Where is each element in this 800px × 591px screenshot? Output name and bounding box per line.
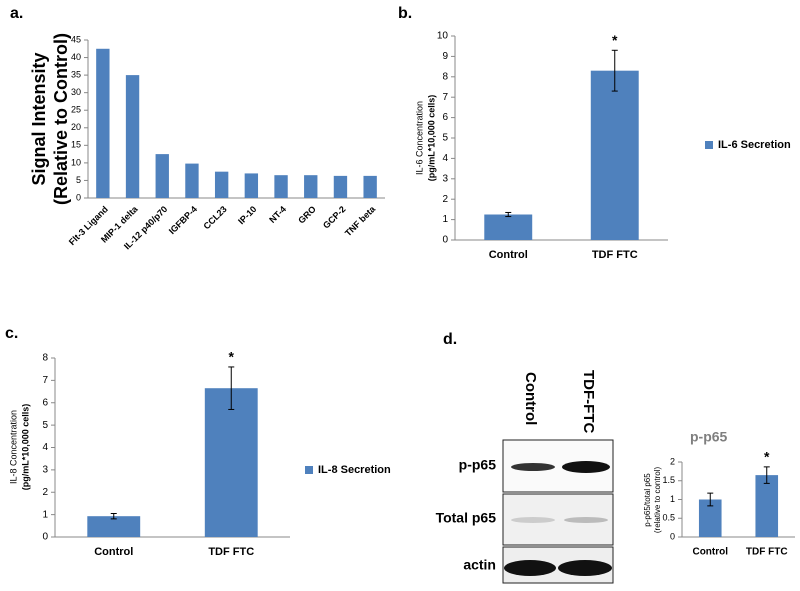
- bar: [155, 154, 169, 198]
- y-tick-label: 6: [442, 112, 448, 123]
- y-tick-label: 2: [42, 487, 48, 498]
- y-tick-label: 2: [442, 194, 448, 205]
- panel-label: d.: [443, 331, 457, 348]
- row-label: p-p65: [459, 457, 497, 473]
- bar: [125, 75, 140, 198]
- y-tick-label: 3: [42, 465, 48, 476]
- western-blot: d. Control TDF-FTC p-p65 Total p65 actin: [436, 331, 614, 584]
- band: [511, 463, 555, 471]
- bar: [274, 175, 288, 198]
- y-tick-label: 4: [42, 442, 48, 453]
- x-tick-label: Control: [94, 546, 133, 558]
- legend-swatch: [305, 466, 313, 474]
- bar: [204, 388, 258, 537]
- panel-label: a.: [10, 5, 23, 22]
- column-label: TDF-FTC: [580, 370, 597, 433]
- bar: [484, 214, 533, 240]
- y-axis-label: Signal Intensity: [29, 52, 49, 185]
- bar: [304, 175, 318, 198]
- bar: [244, 173, 259, 198]
- band: [558, 560, 612, 576]
- y-axis-label: (pg/mL*10,000 cells): [20, 404, 30, 491]
- significance-marker: *: [612, 32, 618, 48]
- y-tick-label: 0.5: [662, 513, 675, 523]
- y-tick-label: 25: [71, 105, 81, 115]
- bar: [333, 175, 348, 198]
- y-tick-label: 6: [42, 397, 48, 408]
- bar: [363, 175, 377, 198]
- x-tick-label: TDF FTC: [746, 547, 788, 558]
- significance-marker: *: [229, 349, 235, 365]
- y-axis-label: (relative to control): [653, 467, 662, 534]
- x-tick-label: Control: [489, 249, 528, 261]
- bar: [755, 475, 779, 537]
- row-label: actin: [463, 557, 496, 573]
- y-tick-label: 30: [71, 87, 81, 97]
- x-tick-label: Control: [692, 547, 728, 558]
- column-label: Control: [522, 372, 539, 425]
- x-tick-label: IGFBP-4: [167, 204, 199, 236]
- y-tick-label: 5: [42, 420, 48, 431]
- bar: [96, 48, 110, 199]
- x-tick-label: GCP-2: [321, 204, 348, 231]
- legend-label: IL-8 Secretion: [318, 464, 391, 476]
- y-tick-label: 8: [42, 353, 48, 364]
- y-axis-label: (Relative to Control): [51, 33, 71, 205]
- y-tick-label: 1: [42, 509, 48, 520]
- y-tick-label: 10: [437, 31, 449, 42]
- y-tick-label: 0: [42, 532, 48, 543]
- panel-label: c.: [5, 325, 18, 342]
- y-tick-label: 7: [42, 375, 48, 386]
- x-tick-label: TDF FTC: [592, 249, 638, 261]
- band: [562, 461, 610, 473]
- band: [564, 517, 608, 523]
- panel-label: b.: [398, 5, 412, 22]
- bar: [214, 171, 229, 198]
- y-axis-label: (pg/mL*10,000 cells): [426, 95, 436, 182]
- bar: [590, 70, 639, 241]
- y-tick-label: 0: [442, 235, 448, 246]
- chart-title: p-p65: [690, 429, 728, 445]
- band: [504, 560, 556, 576]
- legend-label: IL-6 Secretion: [718, 139, 791, 151]
- y-tick-label: 1: [442, 214, 448, 225]
- y-tick-label: 5: [442, 133, 448, 144]
- y-tick-label: 35: [71, 69, 81, 79]
- y-tick-label: 20: [71, 122, 81, 132]
- band: [511, 517, 555, 523]
- x-tick-label: TNF beta: [343, 203, 378, 238]
- x-tick-label: TDF FTC: [208, 546, 254, 558]
- y-tick-label: 40: [71, 52, 81, 62]
- y-tick-label: 5: [76, 175, 81, 185]
- y-tick-label: 0: [76, 192, 81, 202]
- y-tick-label: 2: [670, 456, 675, 466]
- x-tick-label: IP-10: [236, 204, 258, 226]
- y-axis-label: p-p65/total p65: [643, 473, 652, 527]
- significance-marker: *: [764, 449, 770, 465]
- y-axis-label: IL-8 Concentration: [8, 410, 18, 484]
- y-tick-label: 1.5: [662, 475, 675, 485]
- y-tick-label: 8: [442, 71, 448, 82]
- y-tick-label: 10: [71, 157, 81, 167]
- x-tick-label: NT-4: [267, 204, 288, 225]
- y-tick-label: 45: [71, 34, 81, 44]
- y-tick-label: 4: [442, 153, 448, 164]
- y-tick-label: 15: [71, 140, 81, 150]
- bar: [698, 499, 722, 537]
- y-tick-label: 7: [442, 92, 448, 103]
- y-tick-label: 9: [442, 51, 448, 62]
- y-axis-label: IL-6 Concentration: [414, 101, 424, 175]
- x-tick-label: CCL23: [202, 204, 229, 231]
- row-label: Total p65: [436, 510, 497, 526]
- y-tick-label: 0: [670, 531, 675, 541]
- y-tick-label: 3: [442, 173, 448, 184]
- legend-swatch: [705, 141, 713, 149]
- bar: [87, 516, 141, 537]
- x-tick-label: GRO: [296, 204, 318, 226]
- bar: [185, 163, 199, 198]
- y-tick-label: 1: [670, 494, 675, 504]
